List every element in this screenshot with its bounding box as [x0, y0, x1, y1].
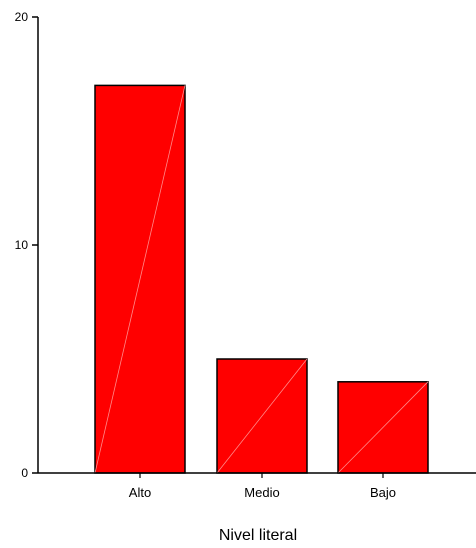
y-tick-label: 10	[15, 238, 29, 252]
bar-diagonal-line	[216, 358, 308, 474]
y-tick-label: 0	[21, 466, 28, 480]
y-ticks: 0 10 20	[15, 10, 38, 480]
x-category-label: Alto	[129, 485, 151, 500]
x-axis-title: Nivel literal	[219, 527, 297, 544]
x-category-labels: Alto Medio Bajo	[129, 473, 396, 500]
x-category-label: Medio	[244, 485, 279, 500]
bar-diagonal-line	[337, 381, 429, 474]
bars-layer	[94, 84, 429, 474]
bar-diagonal-line	[94, 85, 186, 474]
y-tick-label: 20	[15, 10, 29, 24]
x-category-label: Bajo	[370, 485, 396, 500]
